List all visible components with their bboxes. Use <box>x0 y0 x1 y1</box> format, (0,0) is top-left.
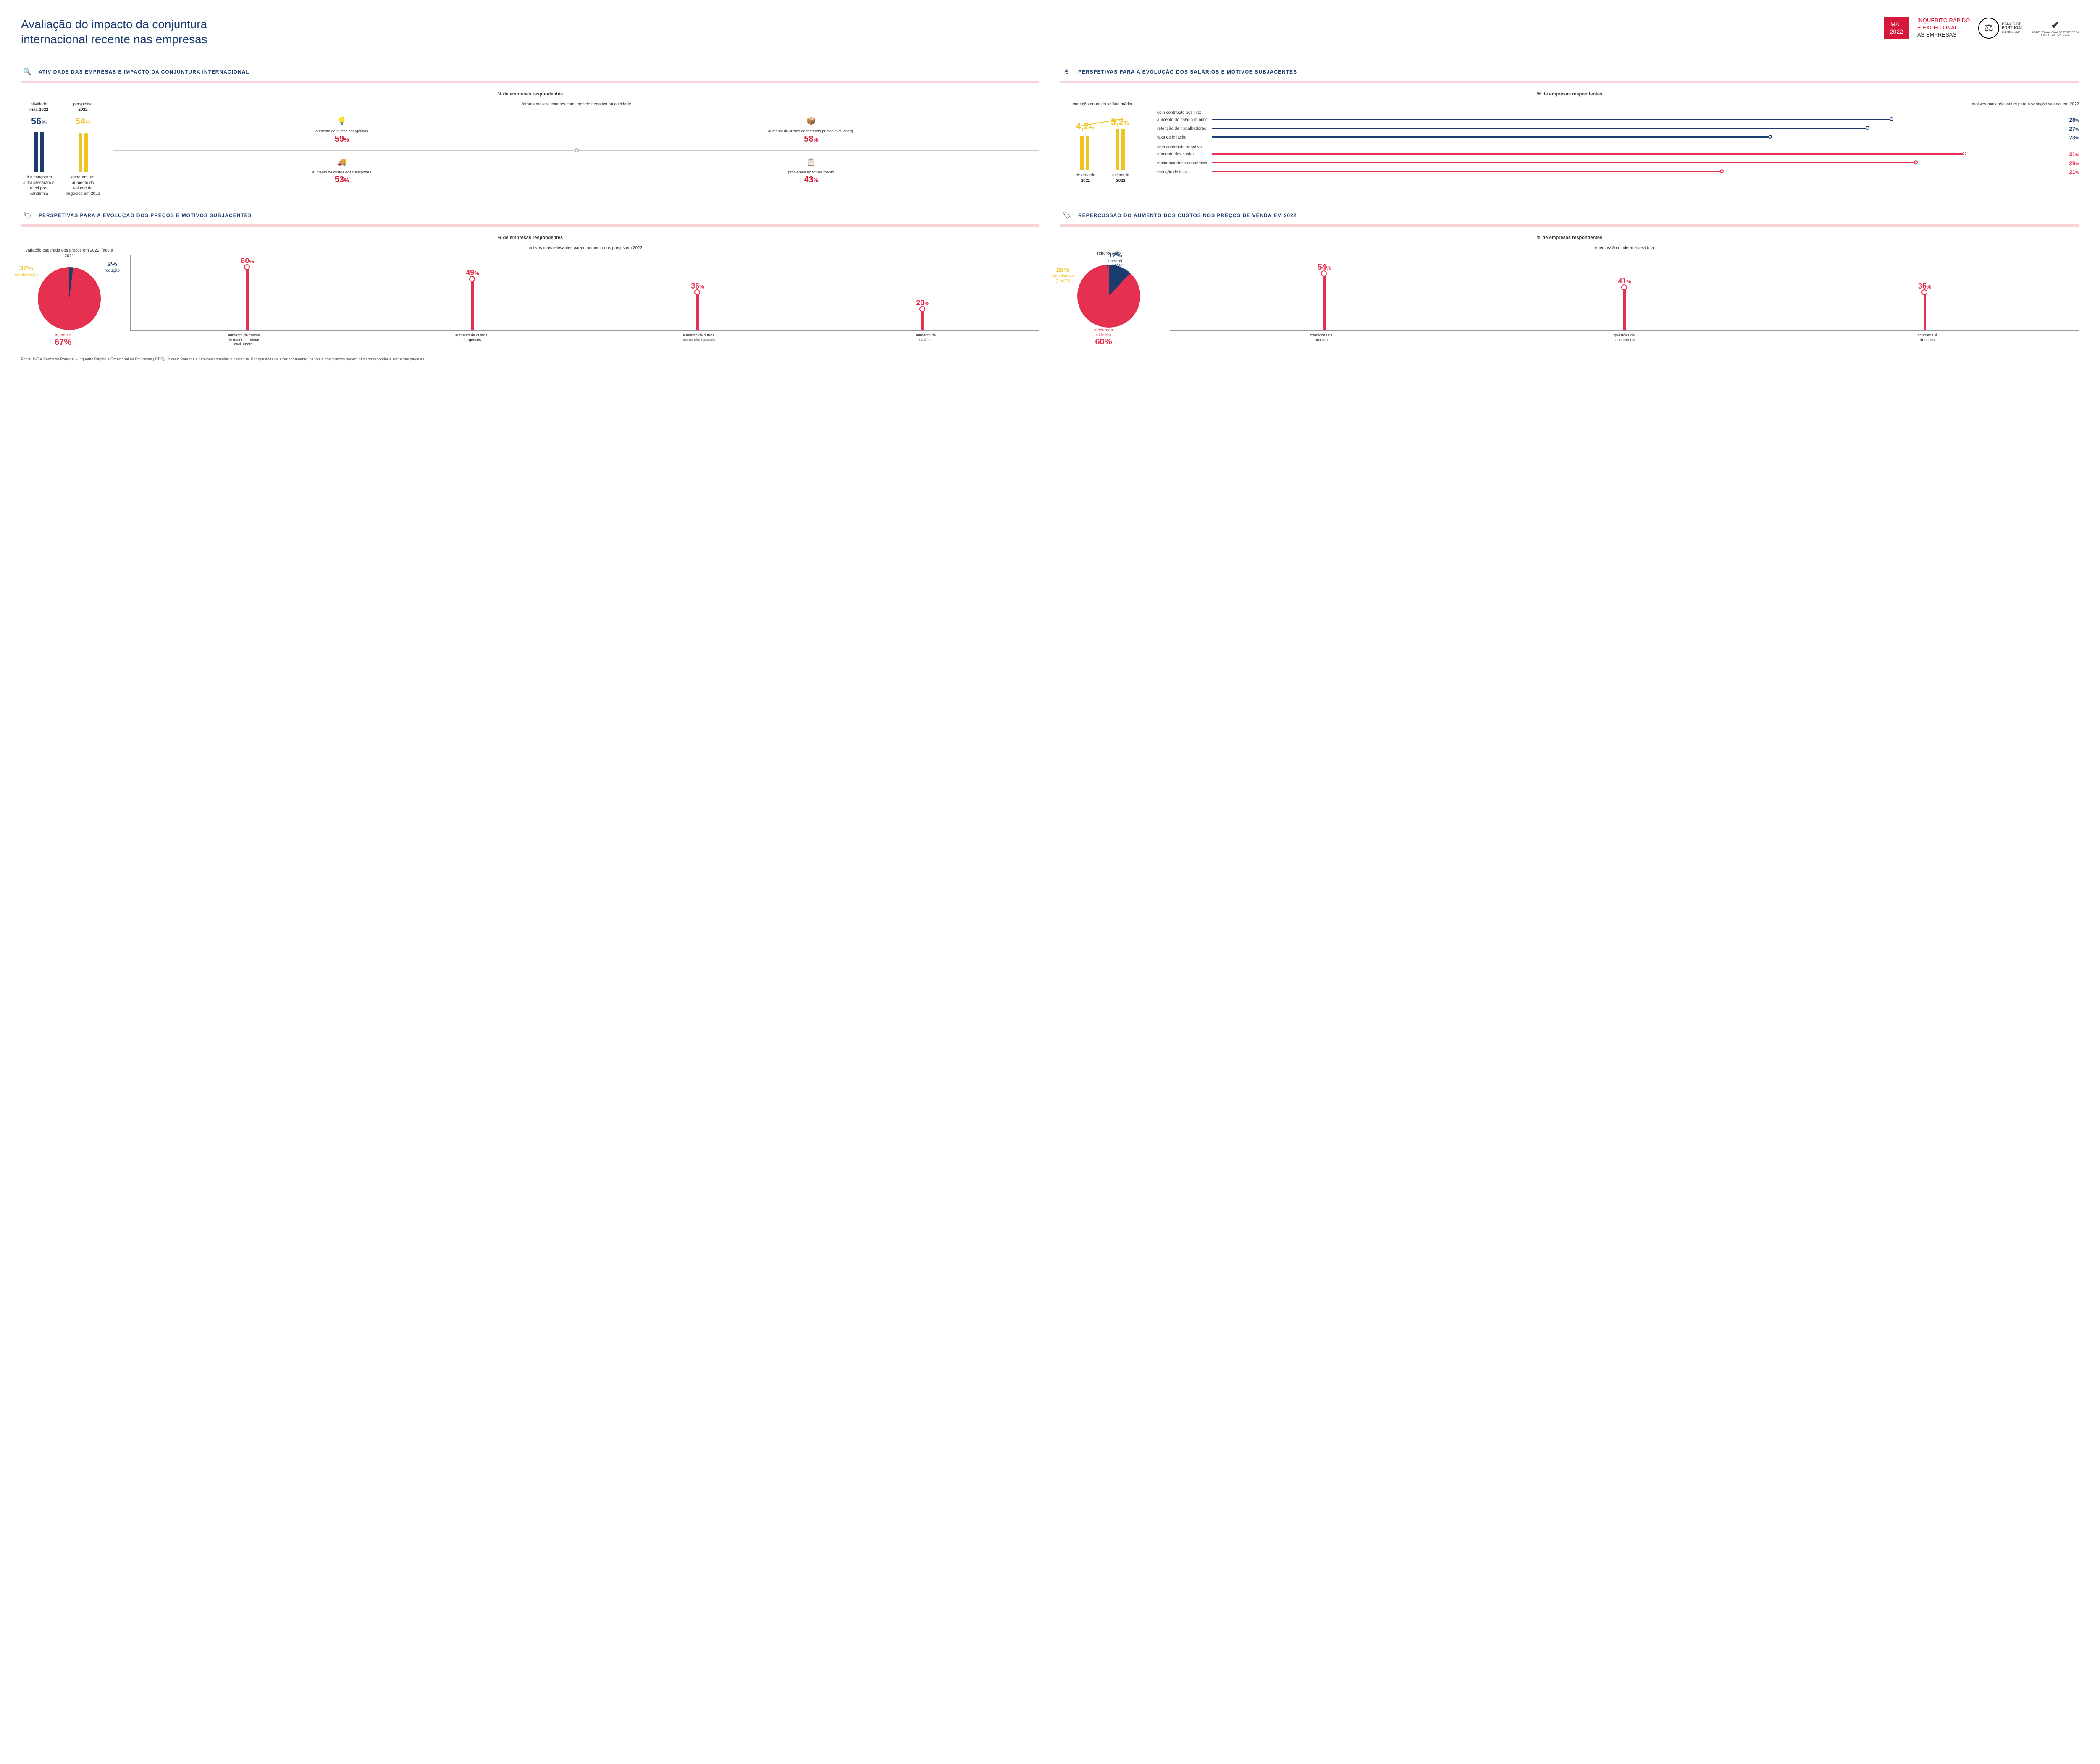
survey-title: INQUÉRITO RÁPIDO E EXCECIONAL ÀS EMPRESA… <box>1917 17 1970 39</box>
salary-variation: variação anual do salário médio 4,2% 5,2… <box>1060 102 1144 184</box>
section-activity: 🔍 ATIVIDADE DAS EMPRESAS E IMPACTO DA CO… <box>21 66 1040 197</box>
factor-supply: 📋 problemas no fornecimento 43% <box>583 155 1040 187</box>
lollipop-bar: 20% <box>906 299 940 330</box>
subhead: % de empresas respondentes <box>1060 92 2079 97</box>
factor-materials: 📦 aumento de custos de matérias-primas e… <box>583 113 1040 146</box>
salary-reasons: motivos mais relevantes para a variação … <box>1157 102 2079 184</box>
bp-icon: ⚖ <box>1978 18 1999 39</box>
section-underline <box>1060 224 2079 227</box>
hbar-item: redução de lucros 21% <box>1157 169 2079 175</box>
main-grid: 🔍 ATIVIDADE DAS EMPRESAS E IMPACTO DA CO… <box>21 66 2079 346</box>
section-underline <box>21 224 1040 227</box>
tag-icon: 🏷 <box>21 209 34 222</box>
section-salaries: € PERSPETIVAS PARA A EVOLUÇÃO DOS SALÁRI… <box>1060 66 2079 197</box>
clipboard-icon: 📋 <box>585 157 1038 168</box>
section-prices: 🏷 PERSPETIVAS PARA A EVOLUÇÃO DOS PREÇOS… <box>21 209 1040 346</box>
ine-icon: ✔ <box>2051 19 2059 32</box>
section-title: PERSPETIVAS PARA A EVOLUÇÃO DOS PREÇOS E… <box>39 213 252 218</box>
section-title: REPERCUSSÃO DO AUMENTO DOS CUSTOS NOS PR… <box>1078 213 1297 218</box>
section-repercussion: 🏷 REPERCUSSÃO DO AUMENTO DOS CUSTOS NOS … <box>1060 209 2079 346</box>
subhead: % de empresas respondentes <box>21 235 1040 240</box>
header-right: MAI. 2022 INQUÉRITO RÁPIDO E EXCECIONAL … <box>1884 17 2079 39</box>
section-underline <box>1060 81 2079 83</box>
lollipop-bar: 41% <box>1608 277 1641 330</box>
subhead: % de empresas respondentes <box>21 92 1040 97</box>
factor-transport: 🚚 aumento de custos dos transportes 53% <box>113 155 570 187</box>
box-icon: 📦 <box>585 116 1038 127</box>
section-underline <box>21 81 1040 83</box>
magnifier-icon: 🔍 <box>21 66 34 78</box>
logo-banco-portugal: ⚖ BANCO DE PORTUGAL EUROSISTEMA <box>1978 18 2023 39</box>
factor-energy: 💡 aumento de custos energéticos 59% <box>113 113 570 146</box>
hbar-item: aumento do salário mínimo 28% <box>1157 117 2079 123</box>
price-reasons-chart: motivos mais relevantes para o aumento d… <box>130 245 1040 346</box>
lollipop-bar: 36% <box>1908 282 1942 330</box>
lollipop-bar: 54% <box>1307 263 1341 330</box>
page-title: Avaliação do impacto da conjuntura inter… <box>21 17 207 47</box>
section-title: PERSPETIVAS PARA A EVOLUÇÃO DOS SALÁRIOS… <box>1078 69 1297 75</box>
activity-bars: atividademai. 2022 56% já alcançaram /ul… <box>21 102 101 197</box>
truck-icon: 🚚 <box>116 157 568 168</box>
footnote: Fonte: INE e Banco de Portugal – Inquéri… <box>21 354 2079 361</box>
repercussion-pie: repercussão 28%significativa(> 50%) 12%i… <box>1060 251 1157 340</box>
negative-factors: fatores mais relevantes com impacto nega… <box>113 102 1040 197</box>
euro-hand-icon: € <box>1060 66 1073 78</box>
header-divider <box>21 54 2079 55</box>
hbar-item: retenção de trabalhadores 27% <box>1157 126 2079 132</box>
tags-icon: 🏷 <box>1060 209 1073 222</box>
section-title: ATIVIDADE DAS EMPRESAS E IMPACTO DA CONJ… <box>39 69 249 75</box>
hbar-item: aumento dos custos 31% <box>1157 151 2079 158</box>
lollipop-bar: 49% <box>456 268 489 330</box>
subhead: % de empresas respondentes <box>1060 235 2079 240</box>
date-badge: MAI. 2022 <box>1884 17 1909 39</box>
logo-ine: ✔ INSTITUTO NACIONAL DE ESTATÍSTICA STAT… <box>2032 19 2079 37</box>
lollipop-bar: 36% <box>681 282 714 330</box>
hbar-item: maior incerteza económica 29% <box>1157 160 2079 166</box>
lollipop-bar: 60% <box>231 257 264 330</box>
repercussion-reasons-chart: repercussão moderada devido a: 54% 41% 3… <box>1170 245 2079 346</box>
price-pie: variação esperada dos preços em 2022, fa… <box>21 248 118 343</box>
hbar-item: taxa de inflação 23% <box>1157 134 2079 141</box>
page-header: Avaliação do impacto da conjuntura inter… <box>21 17 2079 47</box>
lightbulb-icon: 💡 <box>116 116 568 127</box>
